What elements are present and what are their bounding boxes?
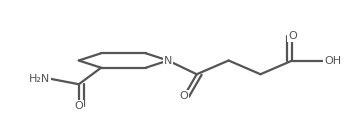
Text: O: O xyxy=(180,91,188,101)
Text: N: N xyxy=(164,55,172,65)
Text: O: O xyxy=(288,31,297,41)
Text: O: O xyxy=(74,101,83,111)
Text: H₂N: H₂N xyxy=(29,74,50,84)
Text: OH: OH xyxy=(324,55,341,65)
